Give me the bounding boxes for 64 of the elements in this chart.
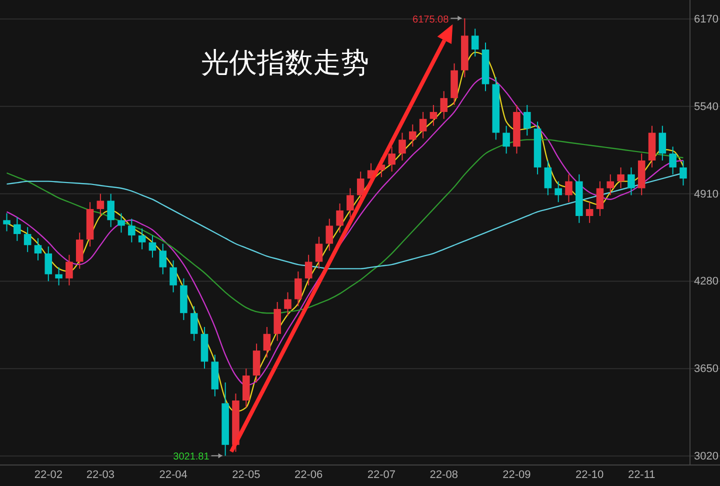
candlestick: [44, 246, 52, 282]
candlestick: [617, 166, 624, 189]
y-tick-label: 4280: [694, 276, 718, 288]
annotation: 3021.81: [173, 452, 210, 463]
candlestick: [669, 146, 676, 175]
candlestick: [3, 212, 10, 232]
candlestick: [159, 243, 167, 275]
candlestick: [680, 160, 687, 186]
candlestick: [409, 124, 416, 148]
x-tick-label: 22-06: [294, 468, 323, 481]
candlestick: [263, 326, 271, 358]
y-tick-label: 3650: [694, 363, 718, 376]
candlestick: [294, 270, 302, 307]
candlestick: [398, 132, 406, 162]
candlestick: [118, 212, 125, 234]
x-tick-label: 22-11: [628, 468, 656, 481]
candlestick: [326, 218, 334, 252]
candlestick: [430, 104, 438, 126]
candlestick: [628, 166, 635, 196]
x-tick-label: 22-07: [367, 468, 396, 481]
candlestick: [148, 234, 156, 258]
candlestick: [170, 260, 177, 293]
candlestick: [336, 203, 344, 234]
candlestick: [14, 216, 21, 242]
candlestick: [96, 193, 104, 216]
candlestick: [284, 292, 292, 316]
y-tick-label: 5540: [694, 100, 718, 113]
x-tick-label: 22-03: [86, 468, 114, 481]
x-tick-label: 22-05: [232, 468, 260, 481]
text: 光伏指数走势: [201, 46, 369, 79]
candlestick: [107, 193, 114, 228]
candlestick: [55, 266, 62, 286]
candlestick: [190, 306, 198, 342]
candlestick: [523, 104, 531, 136]
candlestick: [66, 254, 73, 286]
candlestick: [138, 228, 146, 250]
x-tick-label: 22-08: [430, 468, 458, 481]
annotation: 6175.08: [412, 14, 450, 26]
candlestick: [440, 90, 448, 120]
candlestick: [128, 218, 136, 243]
y-tick-label: 6170: [694, 14, 718, 26]
y-tick-label: 4910: [694, 188, 718, 200]
candlestick: [419, 111, 427, 139]
candlestick: [658, 125, 666, 162]
candlestick: [315, 236, 323, 270]
x-tick-label: 22-10: [576, 468, 604, 481]
x-tick-label: 22-09: [502, 468, 531, 481]
candlestick: [388, 146, 396, 172]
candlestick: [34, 238, 42, 261]
candlestick: [24, 226, 32, 253]
candlestick: [346, 188, 354, 218]
candlestick: [565, 174, 572, 203]
candlestick: [606, 174, 614, 196]
candlestick: [586, 202, 594, 224]
x-tick-label: 22-04: [159, 468, 188, 481]
candlestick: [596, 180, 604, 216]
x-tick-label: 22-02: [34, 468, 62, 481]
candlestick: [554, 180, 562, 203]
candlestick: [502, 125, 510, 154]
candlestick: [76, 232, 84, 270]
candlestick: [471, 28, 479, 57]
candlestick: [304, 254, 312, 286]
y-tick-label: 3020: [694, 450, 718, 463]
candlestick: [544, 160, 552, 196]
